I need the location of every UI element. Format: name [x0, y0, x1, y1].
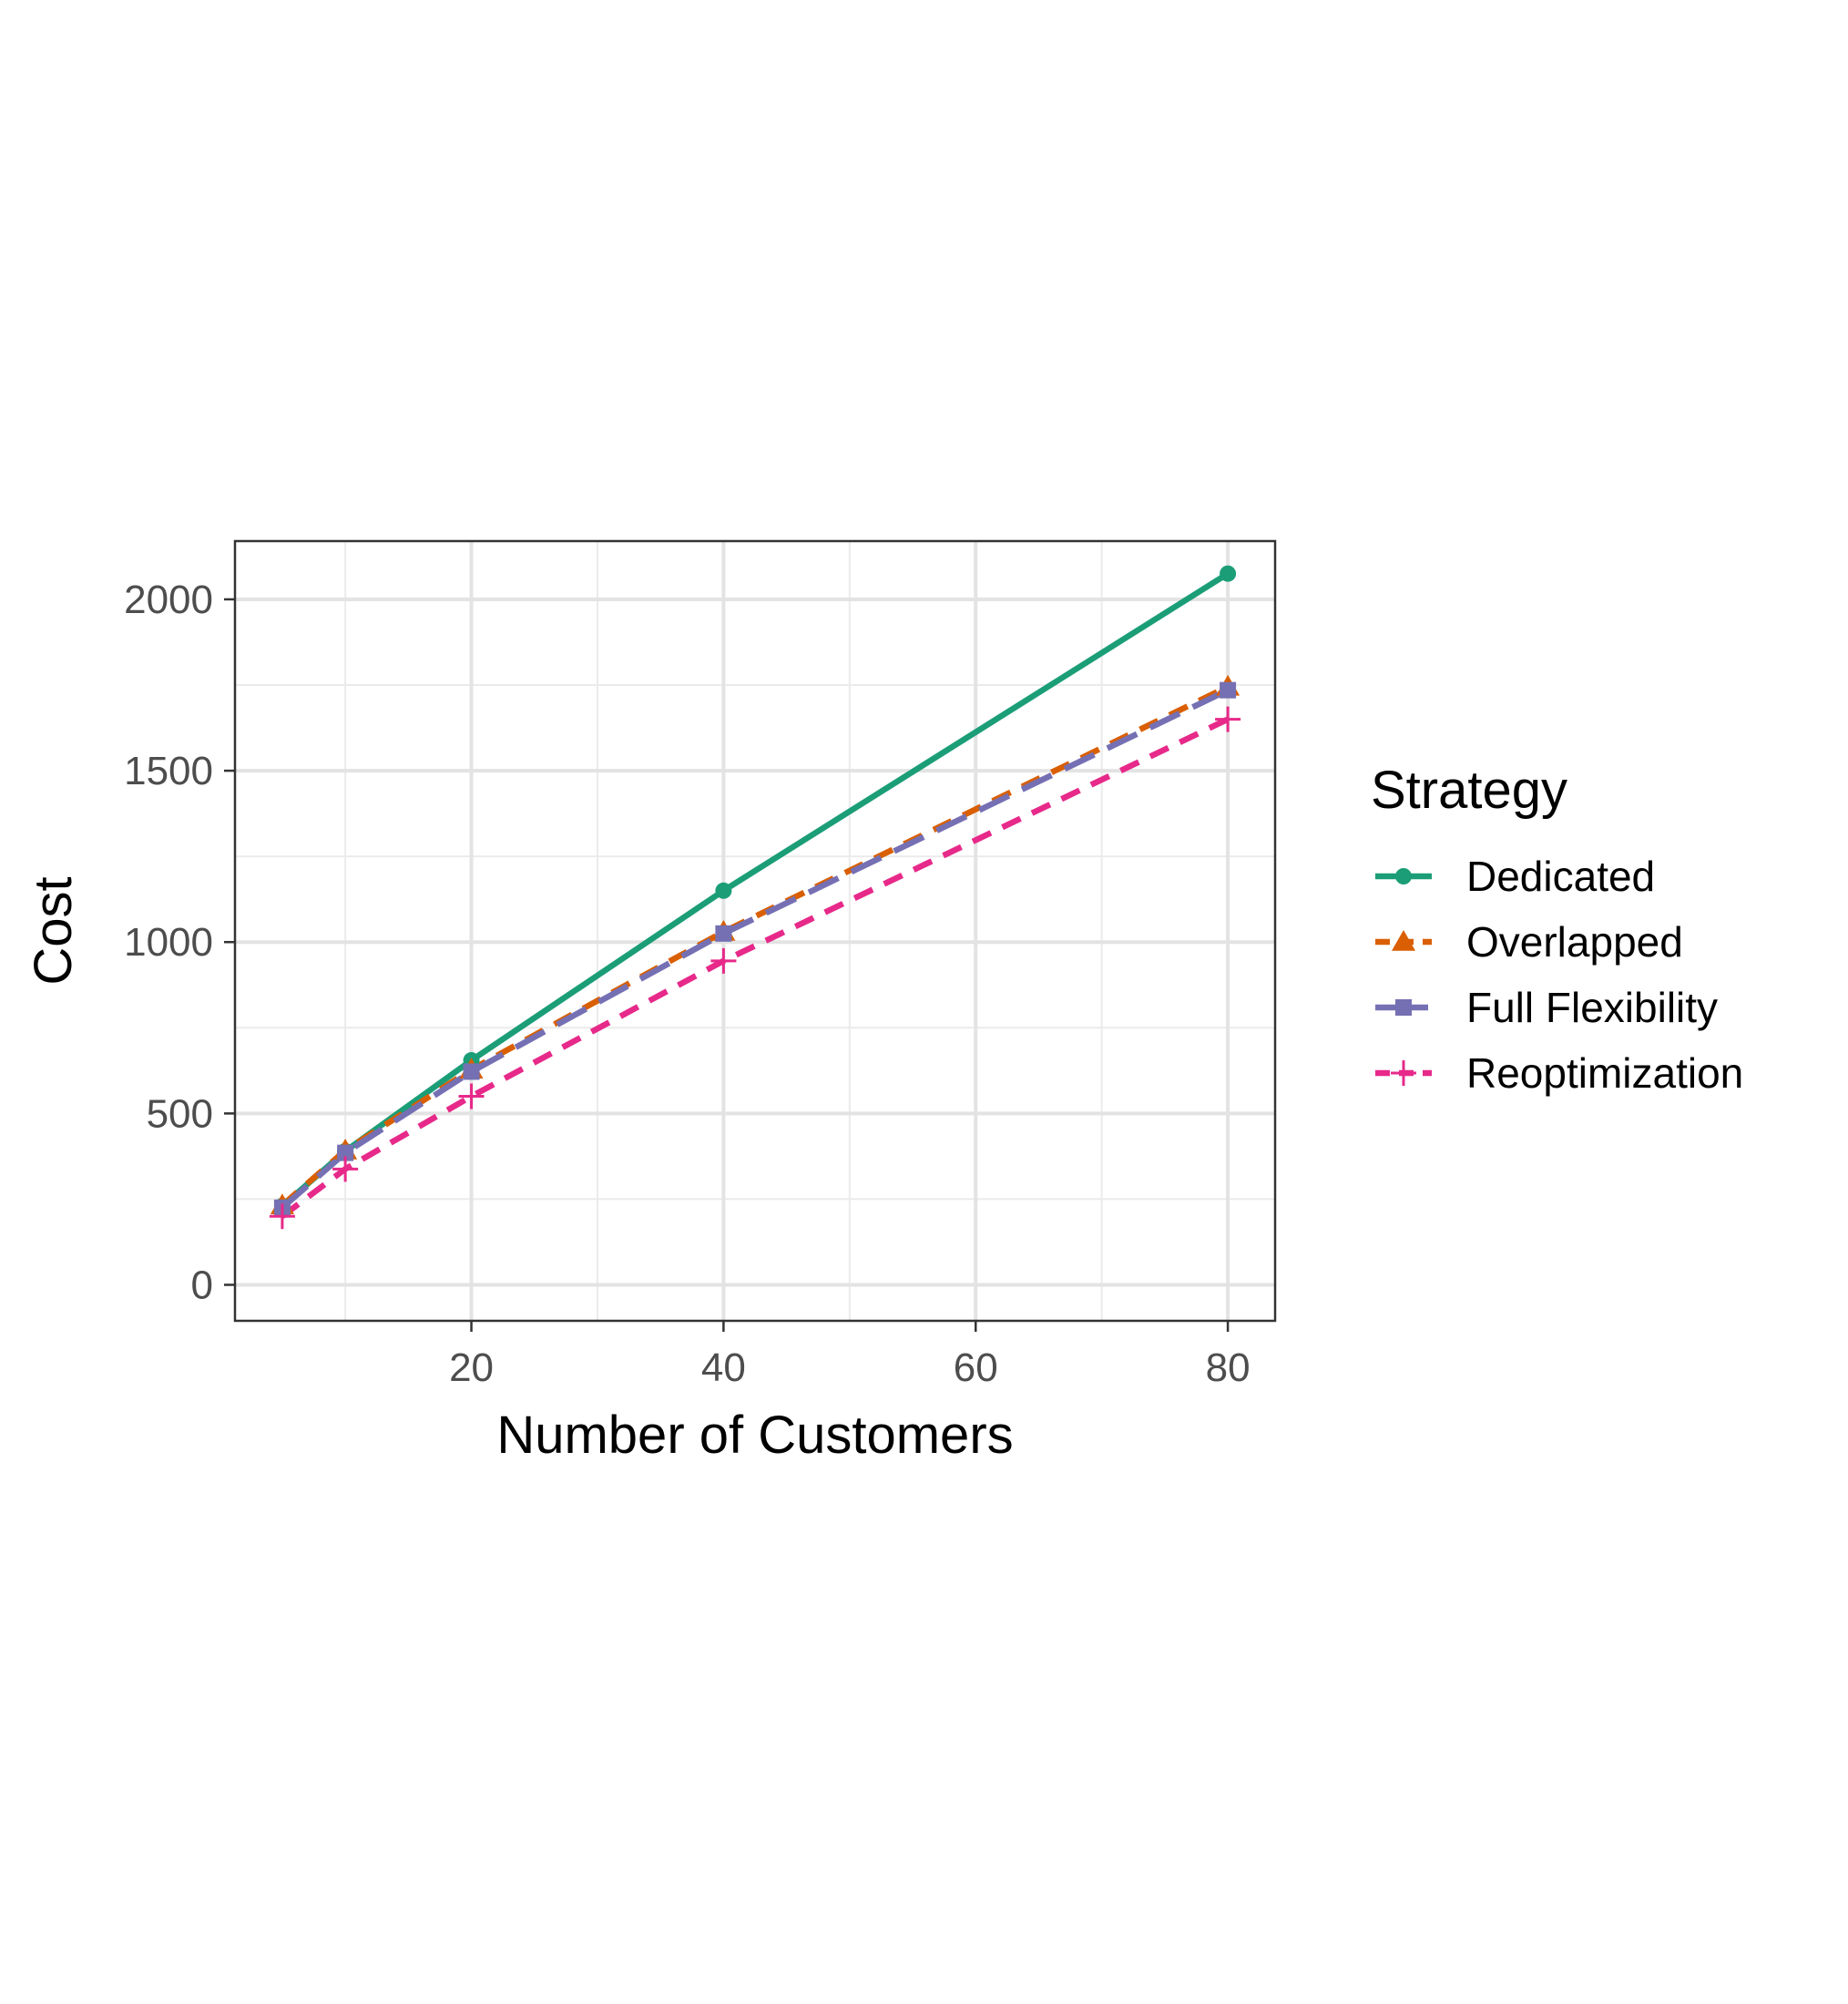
legend-label: Full Flexibility	[1466, 984, 1718, 1031]
data-point-dedicated	[1220, 565, 1237, 582]
legend-key-marker	[1392, 930, 1415, 951]
legend-label: Reoptimization	[1466, 1049, 1743, 1097]
y-axis-ticks: 0 500 1000 1500 2000	[124, 578, 235, 1307]
y-axis-title: Cost	[24, 876, 83, 985]
series-line-reoptimization	[280, 716, 1230, 1219]
data-point-full-flexibility	[463, 1063, 480, 1080]
legend-key-marker	[1395, 999, 1412, 1016]
legend-item-full-flexibility: Full Flexibility	[1375, 984, 1718, 1031]
plot-panel	[235, 541, 1275, 1321]
y-tick-label: 2000	[124, 578, 213, 622]
x-axis-ticks: 20 40 60 80	[449, 1321, 1251, 1390]
data-point-dedicated	[715, 882, 732, 899]
legend-title: Strategy	[1371, 761, 1567, 820]
data-point-full-flexibility	[1220, 681, 1237, 699]
x-tick-label: 60	[954, 1345, 998, 1390]
legend-key-marker	[1391, 1060, 1416, 1086]
plot-panel-border	[233, 539, 1277, 1323]
series-points	[269, 565, 1241, 1230]
series-line-full-flexibility	[280, 687, 1230, 1211]
data-point-reoptimization	[458, 1083, 485, 1109]
y-tick-label: 1500	[124, 749, 213, 793]
minor-gridlines	[235, 541, 1275, 1321]
x-tick-label: 20	[449, 1345, 494, 1390]
legend-item-dedicated: Dedicated	[1375, 853, 1655, 900]
data-point-full-flexibility	[337, 1144, 354, 1161]
legend-items: Dedicated Overlapped Full Flexibility Reopt…	[1375, 853, 1743, 1097]
legend-key-marker	[1395, 868, 1412, 884]
legend-item-reoptimization: Reoptimization	[1375, 1049, 1743, 1097]
legend-label: Overlapped	[1466, 918, 1683, 966]
data-point-reoptimization	[710, 947, 737, 974]
y-tick-label: 500	[147, 1091, 213, 1136]
y-tick-label: 1000	[124, 920, 213, 965]
data-point-reoptimization	[332, 1156, 359, 1182]
legend-label: Dedicated	[1466, 853, 1655, 900]
y-tick-label: 0	[191, 1263, 213, 1307]
data-point-full-flexibility	[715, 925, 732, 942]
x-axis-title: Number of Customers	[496, 1406, 1013, 1465]
x-tick-label: 80	[1206, 1345, 1251, 1390]
legend: Strategy Dedicated Overlapped Full Flexibi…	[1371, 761, 1743, 1097]
data-point-reoptimization	[1215, 706, 1241, 732]
legend-item-overlapped: Overlapped	[1375, 918, 1683, 966]
x-tick-label: 40	[701, 1345, 746, 1390]
data-point-reoptimization	[269, 1203, 295, 1230]
